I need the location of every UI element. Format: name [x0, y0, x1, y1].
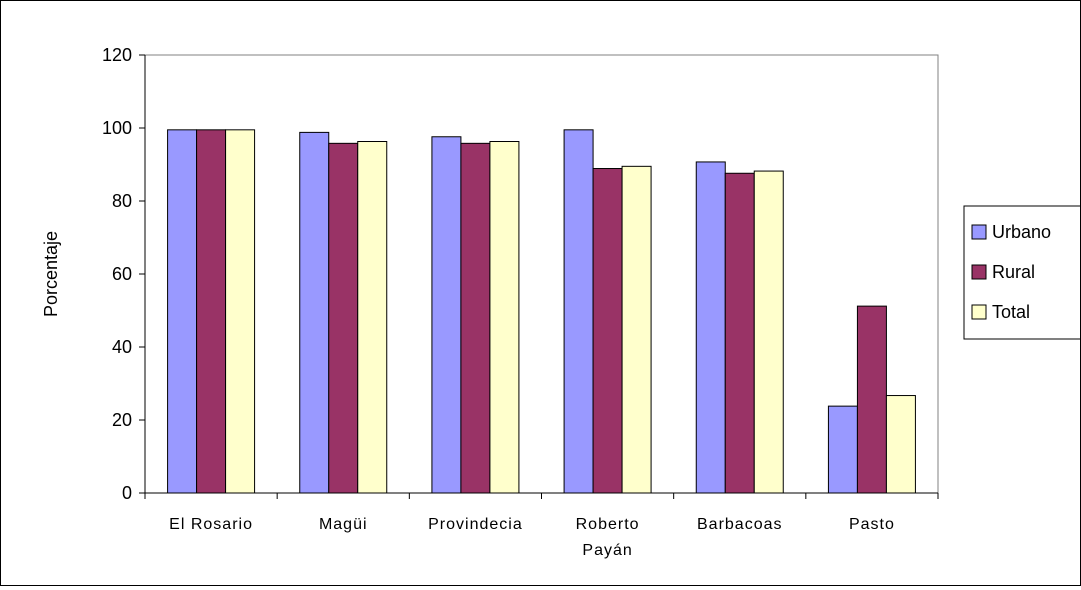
bar-rural-0 — [196, 129, 227, 494]
y-axis-title: Porcentaje — [41, 231, 61, 317]
y-tick-label: 40 — [112, 337, 132, 357]
x-category-label: Provindecia — [428, 516, 523, 533]
bar-rural-2 — [460, 142, 491, 494]
bar-rural-4 — [724, 172, 755, 494]
bar-rural-3 — [592, 168, 623, 494]
bar-urbano-4 — [695, 161, 726, 494]
legend-swatch-urbano — [971, 224, 987, 240]
bar-total-3 — [621, 165, 652, 494]
bar-urbano-3 — [563, 129, 594, 494]
bar-urbano-2 — [431, 136, 462, 494]
legend-swatch-total — [971, 304, 987, 320]
bar-rural-1 — [328, 142, 359, 494]
x-category-label: Barbacoas — [697, 516, 783, 533]
y-tick-label: 100 — [102, 118, 132, 138]
bar-rural-5 — [856, 305, 887, 494]
legend: Urbano Rural Total — [963, 205, 1081, 340]
bars-group — [167, 129, 916, 494]
y-tick-label: 60 — [112, 264, 132, 284]
bar-urbano-1 — [299, 131, 330, 494]
y-tick-label: 120 — [102, 45, 132, 65]
y-tick-label: 0 — [122, 483, 132, 503]
x-category-label: Pasto — [849, 516, 895, 533]
legend-label-urbano: Urbano — [992, 222, 1051, 242]
x-category-label: Roberto — [576, 516, 640, 533]
axes-group: 0 20 40 60 80 100 120 El Rosario Magüi Provindeci… — [102, 45, 939, 559]
y-tick-label: 80 — [112, 191, 132, 211]
legend-label-rural: Rural — [992, 262, 1035, 282]
x-category-label: Magüi — [319, 516, 368, 533]
bar-total-5 — [885, 395, 916, 494]
bar-total-1 — [357, 141, 388, 494]
plot-border — [144, 54, 939, 494]
y-tick-label: 20 — [112, 410, 132, 430]
bar-total-0 — [225, 129, 256, 494]
bar-urbano-5 — [827, 405, 858, 494]
bar-total-2 — [489, 141, 520, 494]
x-category-label: Payán — [582, 542, 632, 559]
bar-total-4 — [753, 170, 784, 494]
x-category-label: El Rosario — [169, 516, 253, 533]
bar-urbano-0 — [167, 129, 198, 494]
legend-swatch-rural — [971, 264, 987, 280]
plot-area — [144, 54, 939, 494]
legend-label-total: Total — [992, 302, 1030, 322]
